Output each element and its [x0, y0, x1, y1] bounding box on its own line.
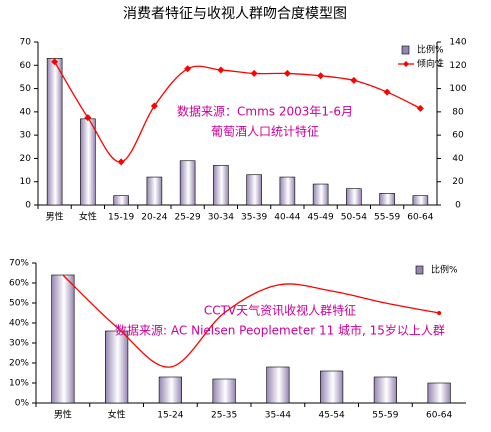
- x-tick-label: 45-54: [319, 411, 345, 421]
- x-tick-label: 40-44: [274, 213, 300, 223]
- bar: [80, 118, 96, 206]
- bar: [373, 376, 397, 404]
- bar: [146, 176, 163, 206]
- bar: [213, 165, 229, 206]
- annotation: CCTV天气资讯收视人群特征: [204, 303, 356, 318]
- y2-tick-label: 0: [455, 201, 461, 211]
- bar: [320, 370, 344, 404]
- x-tick-label: 55-59: [374, 213, 400, 223]
- bar: [266, 366, 290, 404]
- y-tick-label: 50: [20, 84, 32, 94]
- y-tick-label: 30: [20, 131, 32, 141]
- y-tick-label: 70%: [9, 259, 29, 269]
- legend-label: 倾向性: [417, 58, 444, 70]
- x-tick-label: 15-19: [108, 213, 134, 223]
- y-tick-label: 10%: [9, 379, 29, 389]
- annotation: 数据来源: AC Nielsen Peoplemeter 11 城市, 15岁以…: [115, 323, 445, 338]
- x-tick-label: 60-64: [426, 411, 452, 421]
- y-tick-label: 60: [20, 61, 32, 71]
- y-tick-label: 60%: [9, 279, 29, 289]
- line-end: [437, 311, 442, 315]
- legend-label: 比例%: [417, 44, 444, 56]
- line-marker: [84, 114, 92, 122]
- bar: [379, 193, 395, 206]
- y-tick-label: 70: [20, 38, 32, 48]
- bar: [46, 57, 63, 206]
- line: [62, 274, 440, 368]
- x-tick-label: 55-59: [372, 411, 398, 421]
- y-tick-label: 40%: [9, 319, 29, 329]
- line-marker: [217, 66, 225, 74]
- bar: [312, 183, 329, 206]
- y2-tick-label: 20: [452, 177, 464, 187]
- bar: [279, 176, 296, 206]
- y-tick-label: 40: [20, 107, 32, 117]
- x-tick-label: 60-64: [407, 213, 433, 223]
- y-tick-label: 50%: [9, 299, 29, 309]
- line-marker: [250, 69, 258, 77]
- x-tick-label: 25-35: [211, 411, 237, 421]
- x-tick-label: 45-49: [308, 213, 334, 223]
- bar: [51, 274, 75, 404]
- x-tick-label: 50-54: [341, 213, 367, 223]
- line-marker: [117, 158, 125, 166]
- x-tick-label: 30-34: [208, 213, 234, 223]
- bar: [179, 160, 196, 206]
- x-tick-label: 女性: [108, 409, 126, 421]
- line-marker: [317, 72, 325, 80]
- x-tick-label: 25-29: [175, 213, 201, 223]
- y-tick-label: 0%: [15, 399, 30, 409]
- bar: [427, 382, 451, 404]
- line-marker: [283, 69, 291, 77]
- y2-tick-label: 100: [449, 84, 466, 94]
- bar: [105, 330, 129, 404]
- y2-tick-label: 80: [452, 107, 464, 117]
- y-tick-label: 30%: [9, 339, 29, 349]
- bar: [158, 376, 182, 404]
- y-tick-label: 10: [20, 177, 32, 187]
- y-tick-label: 0: [25, 201, 31, 211]
- bar: [412, 195, 429, 206]
- y2-tick-label: 120: [449, 61, 466, 71]
- line-marker: [350, 76, 358, 84]
- bar: [113, 195, 129, 206]
- bar: [246, 174, 262, 206]
- legend-swatch: [415, 265, 424, 275]
- annotation: 数据来源：Cmms 2003年1-6月: [177, 104, 353, 119]
- x-tick-label: 男性: [54, 409, 72, 421]
- y-tick-label: 20%: [9, 359, 29, 369]
- legend-label: 比例%: [431, 264, 458, 276]
- y2-tick-label: 140: [449, 38, 466, 48]
- line-marker: [416, 104, 424, 112]
- line-marker: [51, 58, 59, 66]
- x-tick-label: 20-24: [141, 213, 167, 223]
- legend-marker: [403, 61, 409, 67]
- x-tick-label: 男性: [46, 211, 64, 223]
- y-tick-label: 20: [20, 154, 32, 164]
- y2-tick-label: 60: [452, 131, 464, 141]
- line-marker: [184, 65, 192, 73]
- x-tick-label: 35-44: [265, 411, 291, 421]
- chart-title: 消费者特征与收视人群吻合度模型图: [123, 6, 347, 22]
- y2-tick-label: 40: [452, 154, 464, 164]
- legend-swatch: [401, 45, 410, 55]
- line-marker: [150, 102, 158, 110]
- line-marker: [383, 88, 391, 96]
- x-tick-label: 15-24: [157, 411, 183, 421]
- x-tick-label: 女性: [79, 211, 97, 223]
- bar: [212, 378, 236, 404]
- x-tick-label: 35-39: [241, 213, 267, 223]
- annotation: 葡萄酒人口统计特征: [211, 124, 319, 139]
- bar: [346, 188, 362, 206]
